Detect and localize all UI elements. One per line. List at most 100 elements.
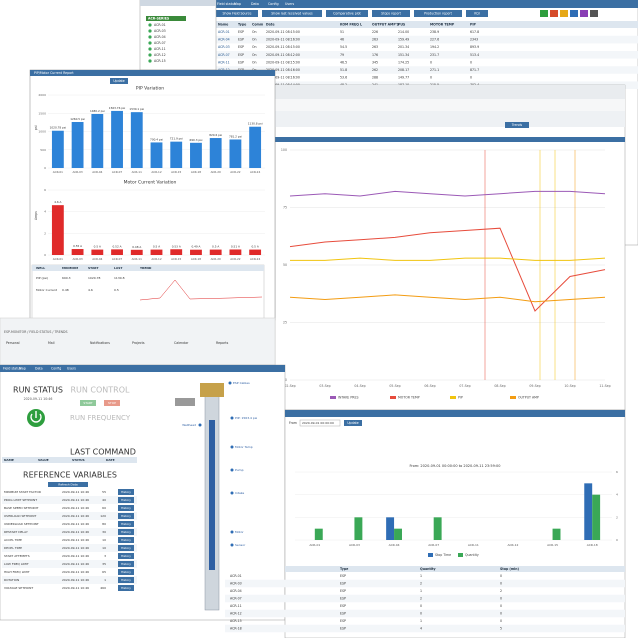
button-label[interactable]: Comparative plot bbox=[333, 12, 361, 16]
app-bar bbox=[275, 111, 625, 127]
browser-toolbar bbox=[275, 99, 625, 111]
column-header: Type bbox=[340, 567, 348, 571]
button-label[interactable]: History bbox=[121, 514, 131, 518]
list-item[interactable]: ACR-01 bbox=[154, 23, 166, 27]
button-label[interactable]: History bbox=[121, 586, 131, 590]
well-label: PIP: 1563.4 psi bbox=[235, 416, 257, 420]
button-label[interactable]: Update bbox=[347, 421, 359, 425]
button-label[interactable]: History bbox=[121, 522, 131, 526]
button-label[interactable]: Refresh Data bbox=[58, 483, 78, 487]
bookmark[interactable]: Notifications bbox=[90, 341, 110, 345]
x-tick-label: ACR-12 bbox=[507, 543, 518, 547]
button-label[interactable]: Stops report bbox=[381, 12, 401, 16]
tab[interactable]: Data bbox=[251, 2, 259, 6]
list-item[interactable]: ACR-03 bbox=[154, 29, 166, 33]
y-tick-label: 500 bbox=[40, 148, 46, 152]
button-label[interactable]: History bbox=[121, 554, 131, 558]
button-label[interactable]: History bbox=[121, 546, 131, 550]
tab[interactable]: Users bbox=[67, 367, 76, 371]
history-button bbox=[118, 553, 134, 559]
list-item[interactable]: ACR-12 bbox=[154, 53, 166, 57]
x-tick-label: 10-Sep bbox=[564, 384, 575, 388]
tab[interactable]: Users bbox=[285, 2, 295, 6]
tab[interactable]: Data bbox=[35, 367, 43, 371]
history-button bbox=[118, 577, 134, 583]
bookmark[interactable]: Reports bbox=[216, 341, 229, 345]
x-tick-label: ACR-12 bbox=[151, 257, 161, 261]
y-tick-label: 4 bbox=[44, 210, 46, 214]
cell: 2020-09-11 10:46 bbox=[62, 554, 89, 558]
cell: 2 bbox=[420, 597, 422, 601]
legend-label: MOTOR TEMP bbox=[398, 396, 420, 400]
button bbox=[466, 10, 488, 17]
cell: ACR-07 bbox=[230, 597, 242, 601]
button-label[interactable]: Show Field Source bbox=[223, 12, 252, 16]
legend-label: Stop Time bbox=[435, 553, 451, 557]
button-label[interactable]: Production report bbox=[424, 12, 452, 16]
legend-label: Quantity bbox=[465, 553, 479, 557]
bar bbox=[209, 138, 222, 168]
tab[interactable]: Config bbox=[51, 367, 61, 371]
button-label[interactable]: START bbox=[83, 401, 92, 405]
column-header: Stop (min) bbox=[500, 567, 520, 571]
well-label: Intake bbox=[235, 491, 244, 495]
cell: 2020-09-11 10:46 bbox=[62, 546, 89, 550]
tab[interactable]: Field status bbox=[217, 2, 236, 6]
button-label[interactable]: History bbox=[121, 490, 131, 494]
cell: 262 bbox=[372, 68, 378, 72]
button-label[interactable]: Update bbox=[113, 79, 125, 83]
bar bbox=[51, 205, 64, 255]
x-tick-label: 06-Sep bbox=[424, 384, 435, 388]
cell: ACR-01 bbox=[218, 30, 230, 34]
bookmark[interactable]: Projects bbox=[132, 341, 145, 345]
data-label: 700.4 psi bbox=[150, 137, 163, 141]
cell: LOW FREQ LIMIT bbox=[4, 562, 29, 566]
tab[interactable]: Field status bbox=[3, 367, 22, 371]
bookmark[interactable]: Mail bbox=[48, 341, 55, 345]
button-label[interactable]: STOP bbox=[108, 401, 116, 405]
bookmark[interactable]: Personal bbox=[6, 341, 20, 345]
trend-line bbox=[289, 227, 606, 312]
cell: ACR-11 bbox=[230, 604, 242, 608]
button-label[interactable]: History bbox=[121, 570, 131, 574]
y-tick-label: 2 bbox=[44, 231, 46, 235]
cell: 2020-09-11 10:46 bbox=[62, 578, 89, 582]
tab[interactable]: Map bbox=[19, 367, 26, 371]
x-tick-label: ACR-01 bbox=[53, 170, 63, 174]
button-label[interactable]: History bbox=[121, 578, 131, 582]
list-item[interactable]: ACR-04 bbox=[154, 35, 166, 39]
tab[interactable]: Map bbox=[234, 2, 241, 6]
input-value[interactable]: 2020-09-01 00:00:00 bbox=[302, 421, 334, 425]
cell: 208.17 bbox=[398, 68, 409, 72]
column-header: START bbox=[88, 266, 99, 270]
legend-label: PIP bbox=[458, 396, 463, 400]
button-label[interactable]: History bbox=[121, 530, 131, 534]
bar bbox=[433, 517, 442, 540]
icon-button bbox=[560, 10, 568, 17]
button-label[interactable]: KQI bbox=[474, 12, 480, 16]
history-button bbox=[118, 489, 134, 495]
heading: RUN FREQUENCY bbox=[70, 414, 131, 422]
cell: 2020-09-11 10:46 bbox=[62, 490, 89, 494]
data-label: 0.49 A bbox=[191, 245, 200, 249]
button-label[interactable]: History bbox=[121, 538, 131, 542]
cell: 201.34 bbox=[398, 45, 409, 49]
well-label: Wellhead bbox=[182, 423, 196, 427]
bookmark[interactable]: Calendar bbox=[174, 341, 189, 345]
x-tick-label: ACR-15 bbox=[171, 170, 181, 174]
button-label[interactable]: History bbox=[121, 498, 131, 502]
update-button bbox=[344, 420, 362, 426]
y-tick-label: 0 bbox=[44, 253, 46, 257]
tab-label[interactable]: Trends bbox=[511, 123, 523, 127]
list-item[interactable]: ACR-15 bbox=[154, 59, 166, 63]
marker bbox=[230, 445, 234, 449]
well-label: Sensor bbox=[235, 543, 246, 547]
button-label[interactable]: History bbox=[121, 506, 131, 510]
history-button bbox=[118, 529, 134, 535]
button-label[interactable]: History bbox=[121, 562, 131, 566]
list-item[interactable]: ACR-11 bbox=[154, 47, 166, 51]
column-header: OUTPUT AMP'S bbox=[372, 23, 400, 27]
list-item[interactable]: ACR-07 bbox=[154, 41, 166, 45]
button-label[interactable]: Show last received values bbox=[271, 12, 313, 16]
tab[interactable]: Config bbox=[268, 2, 279, 6]
